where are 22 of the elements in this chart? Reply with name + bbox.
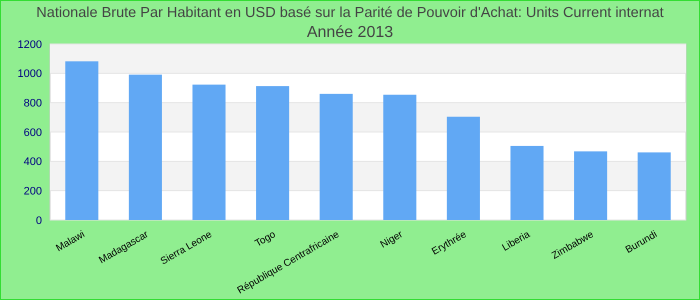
bar [65,61,98,220]
bar [192,84,226,220]
y-tick-label: 0 [36,214,42,227]
bar [446,116,480,220]
y-tick-label: 600 [24,126,42,139]
x-tick-label: Sierra Leone [158,228,214,268]
bar [320,94,353,220]
y-tick-label: 800 [24,98,42,110]
bar [383,94,416,220]
y-tick-label: 1000 [18,68,42,80]
bar [128,74,162,220]
y-tick-label: 1200 [18,38,42,51]
chart-title: Nationale Brute Par Habitant en USD basé sur la Parité de Pouvoir d'Achat: Units Current internat [36,5,664,21]
y-tick-label: 400 [24,156,42,168]
bar [638,152,671,220]
x-tick-label: Niger [378,228,406,251]
x-tick-label: Togo [253,228,278,250]
bar [574,151,608,220]
y-tick-label: 200 [24,186,42,198]
bar [510,146,544,220]
chart-subtitle: Année 2013 [306,24,394,41]
bar [256,86,290,220]
